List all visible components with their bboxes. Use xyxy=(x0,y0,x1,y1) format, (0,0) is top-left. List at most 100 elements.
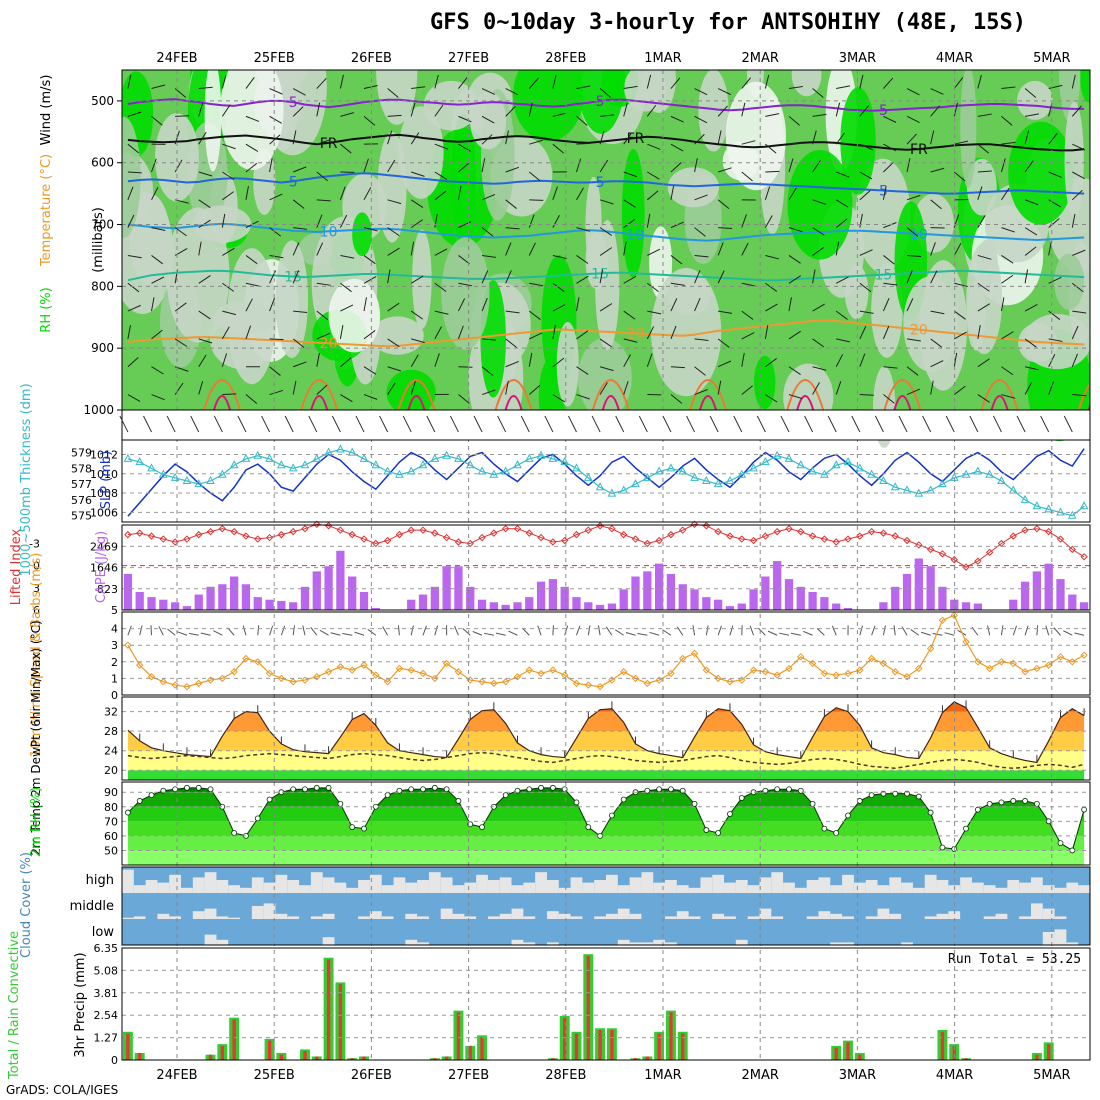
thickness-point xyxy=(619,485,629,494)
rh-region xyxy=(1023,313,1090,370)
wind-barb xyxy=(749,625,755,636)
wind-barb xyxy=(481,158,486,173)
precip-convective-bar xyxy=(574,1033,579,1060)
lifted-point xyxy=(915,541,923,549)
wind-barb xyxy=(1024,160,1034,173)
wind-barb xyxy=(1048,276,1062,284)
wind-barb xyxy=(788,187,797,201)
wind-barb xyxy=(804,415,814,433)
wind-barb xyxy=(717,338,730,348)
wind-barb xyxy=(363,158,369,173)
wind-barb xyxy=(1024,269,1029,284)
wind-barb xyxy=(977,113,992,117)
wind-barb xyxy=(1001,115,1013,126)
cloud-cell xyxy=(936,880,949,893)
wind-speed-point xyxy=(891,668,899,676)
precip-convective-bar xyxy=(598,1030,602,1060)
cape-bar xyxy=(749,589,758,610)
wind-speed-point xyxy=(714,674,722,683)
wind-barb xyxy=(670,115,684,123)
panel-frame-rh xyxy=(121,781,1091,866)
wind-barb xyxy=(906,158,911,173)
wind-barb xyxy=(151,84,166,90)
lifted-point xyxy=(1021,526,1029,534)
rh-tick-label: 60 xyxy=(104,830,118,843)
isotherm-contour xyxy=(601,395,620,411)
wind-barb xyxy=(953,102,959,117)
wind-speed-point xyxy=(537,669,545,678)
wind-barb xyxy=(151,297,155,312)
thickness-point xyxy=(666,463,676,472)
wind-barb xyxy=(387,130,393,145)
cloud-cell xyxy=(511,885,524,893)
rh-region xyxy=(791,70,822,97)
wind-barb xyxy=(505,105,516,117)
rh-point xyxy=(974,806,981,813)
lifted-point xyxy=(879,529,888,537)
cloud-cell xyxy=(558,887,571,893)
wind-speed-point xyxy=(549,666,557,674)
wind-barb xyxy=(717,167,732,173)
wind-barb xyxy=(150,625,153,636)
cape-bar xyxy=(300,586,310,610)
wind-barb xyxy=(1071,325,1079,340)
wind-barb xyxy=(505,310,520,314)
wind-barb xyxy=(1001,187,1010,201)
wind-barb xyxy=(930,270,938,284)
thickness-point xyxy=(890,482,900,491)
wind-barb xyxy=(599,130,605,145)
wind-barb xyxy=(552,282,565,292)
wind-barb xyxy=(198,132,207,145)
wind-speed-point xyxy=(419,669,427,678)
wind-barb xyxy=(481,115,495,124)
wind-speed-point xyxy=(206,676,215,684)
lifted-point xyxy=(501,524,510,533)
lifted-point xyxy=(383,536,392,545)
wind-barb xyxy=(788,330,801,340)
wind-barb xyxy=(552,254,567,260)
cloud-cell xyxy=(794,887,807,893)
rh2m-label: 2m RH (%) xyxy=(29,787,44,858)
cloud-cell xyxy=(724,882,736,893)
wind-barb xyxy=(920,631,931,636)
wind-barb xyxy=(686,415,695,433)
wind-barb xyxy=(269,297,276,312)
wind-barb xyxy=(977,186,983,200)
cloud-cell xyxy=(546,942,559,945)
rh-point xyxy=(821,825,828,832)
wind-barb xyxy=(812,130,817,145)
wind-speed-point xyxy=(997,658,1006,666)
wind-barb xyxy=(835,354,844,367)
wind-barb xyxy=(434,104,444,117)
wind-speed-point xyxy=(301,676,309,684)
cloud-cell xyxy=(747,916,760,919)
cape-bar xyxy=(714,599,723,610)
wind-speed-point xyxy=(195,679,203,688)
rh-point xyxy=(609,812,615,819)
cloud-cell xyxy=(133,885,146,893)
wind-barb xyxy=(198,102,204,117)
wind-barb xyxy=(835,381,842,395)
cape-bar xyxy=(513,602,522,610)
wind-barb xyxy=(198,354,207,367)
wind-barb xyxy=(1048,381,1055,395)
precip-convective-bar xyxy=(126,1033,130,1060)
lifted-point xyxy=(679,526,687,534)
isotherm-contour xyxy=(990,395,1009,411)
temp-label: 2m Temp 2m DewPt (6hr Min/Max) (°C) xyxy=(29,620,43,855)
wind-barb xyxy=(741,310,754,320)
cape-tick-label: 1646 xyxy=(90,562,118,575)
wind-barb xyxy=(340,254,355,259)
cloud-cell xyxy=(1042,932,1055,945)
lifted-point xyxy=(808,532,817,540)
wind-speed-point xyxy=(903,673,911,681)
cloud-cell xyxy=(936,913,949,919)
wind-barb xyxy=(481,227,494,237)
cloud-cell xyxy=(995,887,1008,893)
wind-barb xyxy=(694,298,701,312)
wind-barb xyxy=(765,282,778,292)
wind-barb xyxy=(836,171,850,178)
cloud-cell xyxy=(440,877,453,893)
cloud-cell xyxy=(629,913,642,919)
wind-barb xyxy=(765,303,778,312)
